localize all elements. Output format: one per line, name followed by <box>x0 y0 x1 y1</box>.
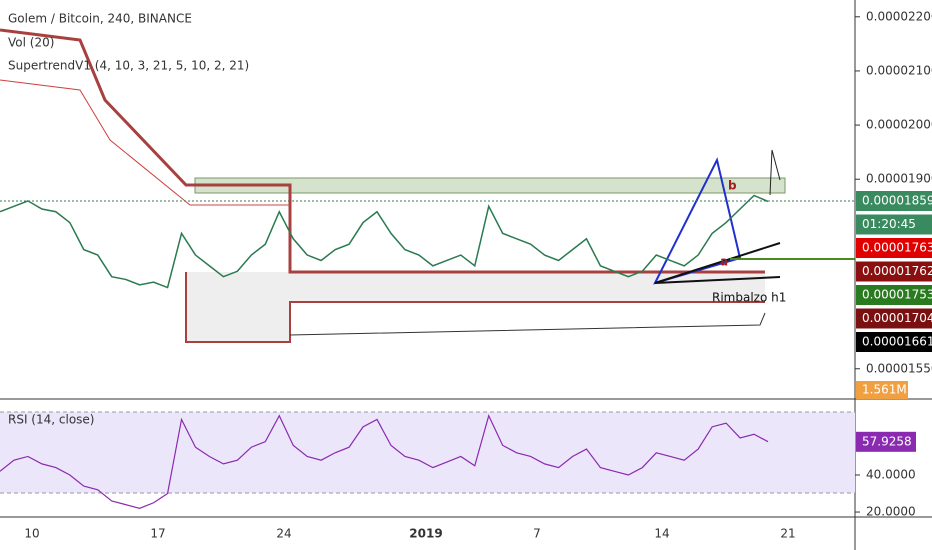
supertrend-legend: SupertrendV1 (4, 10, 3, 21, 5, 10, 2, 21… <box>8 59 249 73</box>
supertrend <box>0 79 290 206</box>
price-tick-label: 0.00001900 <box>866 172 932 186</box>
cloud-zone <box>186 272 290 342</box>
price-tick-label: 0.00002100 <box>866 63 932 77</box>
pattern-triangle <box>653 157 742 285</box>
price-label-bg <box>856 214 932 235</box>
price-label: 0.00001762 <box>862 264 932 278</box>
time-label: 2019 <box>409 527 442 541</box>
time-label: 17 <box>150 527 165 541</box>
trendline <box>654 242 781 284</box>
price-label: 0.00001859 <box>862 194 932 208</box>
rsi-current-bg <box>856 431 916 452</box>
time-label: 21 <box>780 527 795 541</box>
price-label-bg <box>856 285 932 305</box>
volume-legend: Vol (20) <box>8 36 54 50</box>
time-label: 10 <box>24 527 39 541</box>
price-label: 01:20:45 <box>862 217 916 231</box>
volume-label-bg <box>856 381 908 399</box>
rsi-legend: RSI (14, close) <box>8 413 94 427</box>
price-tick-label: 0.00002000 <box>866 118 932 132</box>
supertrend <box>0 28 765 274</box>
cloud-zone <box>290 272 765 302</box>
rsi-current-label: 57.9258 <box>862 434 912 448</box>
price-label-bg <box>856 238 932 258</box>
price-label: 0.00001763 <box>862 241 932 255</box>
supertrend <box>289 312 766 336</box>
time-label: 7 <box>533 527 541 541</box>
rsi-tick-label: 40.0000 <box>866 468 916 482</box>
annotation: a <box>720 255 728 269</box>
rsi-tick-label: 20.0000 <box>866 505 916 519</box>
price-line <box>0 194 769 289</box>
price-tick-label: 0.00002200 <box>866 9 932 23</box>
symbol-title: Golem / Bitcoin, 240, BINANCE <box>8 12 192 26</box>
rsi-band <box>0 412 855 493</box>
price-label: 0.00001704 <box>862 311 932 325</box>
time-label: 14 <box>654 527 669 541</box>
price-label-bg <box>856 308 932 329</box>
supertrend <box>185 272 765 343</box>
volume-label: 1.561M <box>862 383 907 397</box>
rsi-line <box>0 414 769 509</box>
price-label: 0.00001753 <box>862 288 932 302</box>
time-label: 24 <box>276 527 291 541</box>
price-label: 0.00001661 <box>862 335 932 349</box>
price-label-bg <box>856 332 932 352</box>
projection-arrow <box>769 149 781 196</box>
price-label-bg <box>856 191 932 211</box>
annotation: b <box>728 179 737 193</box>
price-tick-label: 0.00001550 <box>866 361 932 375</box>
annotation: Rimbalzo h1 <box>712 291 786 305</box>
trendline <box>654 276 781 284</box>
price-label-bg <box>856 261 932 282</box>
